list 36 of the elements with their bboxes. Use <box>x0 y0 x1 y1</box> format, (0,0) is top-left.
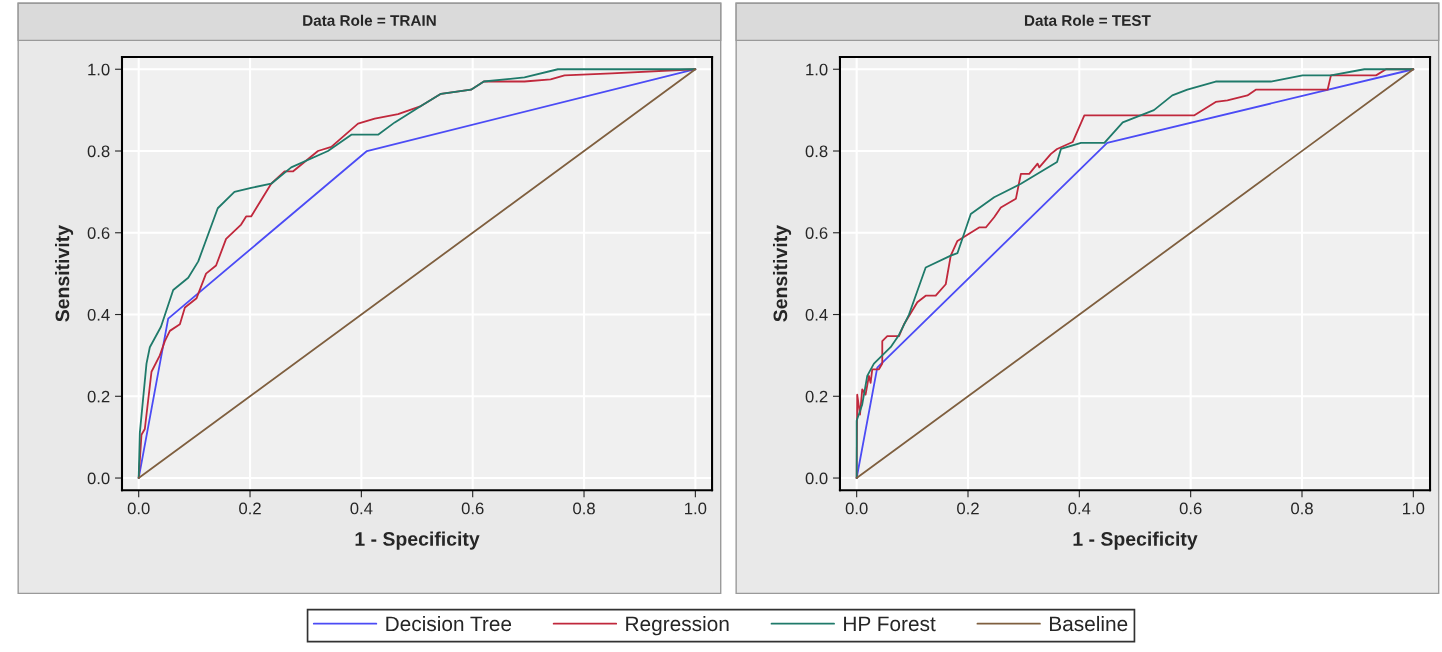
legend-label: Regression <box>626 615 729 636</box>
x-tick-label: 0.2 <box>239 502 261 515</box>
chart-title: Data Role = TRAIN <box>303 14 436 26</box>
x-tick-label: 0.4 <box>350 502 373 515</box>
y-tick-label: 0.2 <box>87 390 110 403</box>
y-tick-label: 0.8 <box>87 145 110 158</box>
y-tick-label: 0.4 <box>805 308 828 321</box>
x-tick-label: 0.8 <box>573 502 595 515</box>
x-tick-label: 0.8 <box>1291 502 1313 515</box>
x-tick-label: 0.4 <box>1068 502 1091 515</box>
y-axis-title: Sensitivity <box>55 225 74 322</box>
x-tick-label: 0.2 <box>957 502 979 515</box>
x-axis-title: 1 - Specificity <box>355 531 480 550</box>
x-tick-label: 0.6 <box>461 502 484 515</box>
y-tick-label: 0.6 <box>805 227 828 239</box>
y-axis-title: Sensitivity <box>772 225 792 322</box>
x-tick-label: 1.0 <box>1403 502 1425 515</box>
y-tick-label: 1.0 <box>88 63 110 76</box>
x-axis-title: 1 - Specificity <box>1073 531 1198 550</box>
legend-label: Baseline <box>1049 615 1128 632</box>
x-tick-label: 0.0 <box>845 502 868 515</box>
y-tick-label: 1.0 <box>806 63 828 76</box>
legend-label: HP Forest <box>844 616 936 632</box>
line-series <box>855 68 1415 479</box>
y-tick-label: 0.2 <box>805 390 828 403</box>
x-tick-label: 0.0 <box>127 502 150 515</box>
y-tick-label: 0.4 <box>87 308 110 321</box>
y-tick-label: 0.0 <box>805 472 828 485</box>
y-tick-label: 0.6 <box>87 227 110 239</box>
chart-title: Data Role = TEST <box>1024 14 1151 26</box>
line-series <box>137 68 697 479</box>
legend-label: Decision Tree <box>386 615 512 632</box>
x-tick-label: 1.0 <box>685 502 707 515</box>
x-tick-label: 0.6 <box>1179 502 1202 515</box>
y-tick-label: 0.8 <box>805 145 828 158</box>
y-tick-label: 0.0 <box>87 472 110 485</box>
